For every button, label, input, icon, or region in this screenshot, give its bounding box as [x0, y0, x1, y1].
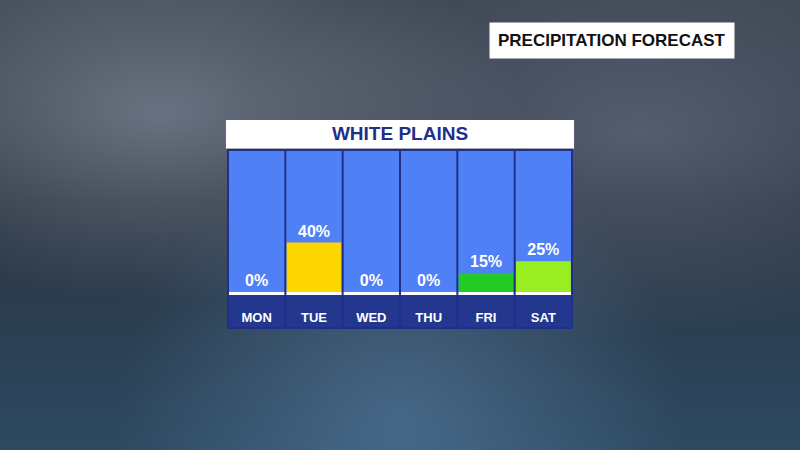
svg-text:0%: 0%: [245, 272, 268, 289]
svg-text:0%: 0%: [417, 272, 440, 289]
svg-text:MON: MON: [241, 310, 271, 325]
svg-text:SAT: SAT: [531, 310, 556, 325]
svg-text:FRI: FRI: [476, 310, 497, 325]
svg-text:40%: 40%: [298, 223, 330, 240]
svg-text:WED: WED: [356, 310, 386, 325]
svg-text:0%: 0%: [360, 272, 383, 289]
svg-text:WHITE PLAINS: WHITE PLAINS: [332, 123, 468, 144]
svg-text:15%: 15%: [470, 253, 502, 270]
svg-text:PRECIPITATION FORECAST: PRECIPITATION FORECAST: [498, 31, 726, 50]
svg-text:TUE: TUE: [301, 310, 327, 325]
svg-text:THU: THU: [415, 310, 442, 325]
svg-text:25%: 25%: [527, 241, 559, 258]
